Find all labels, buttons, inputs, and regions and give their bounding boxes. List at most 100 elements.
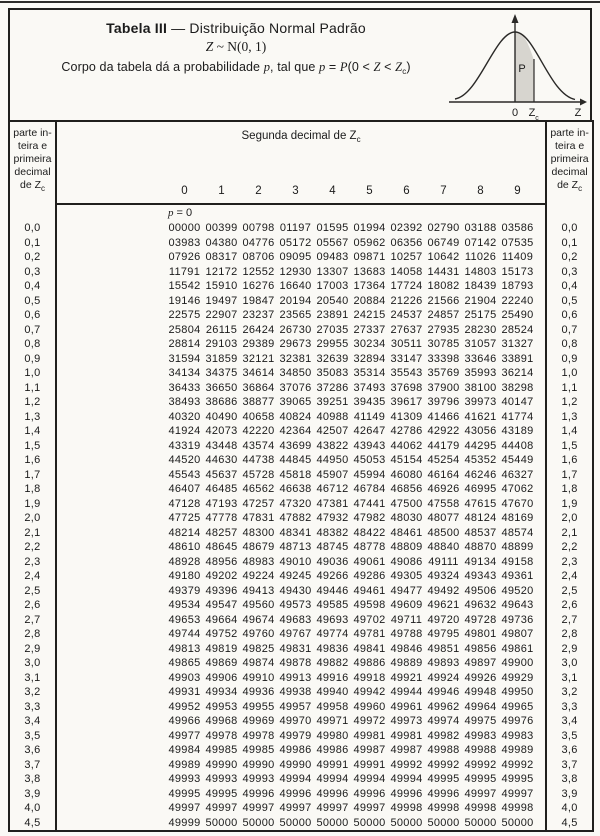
value-cell: 49934 (205, 686, 238, 698)
value-cell: 47882 (279, 512, 312, 524)
value-cell: 49996 (316, 787, 349, 800)
value-cell: 49990 (242, 758, 275, 771)
text-part: c (578, 184, 583, 193)
row-label-left: 2,6 (9, 598, 57, 613)
value-cell: 47128 (168, 497, 201, 510)
value-cell: 47257 (242, 497, 275, 510)
row-label-left: 3,7 (9, 757, 57, 772)
value-cell: 47381 (316, 497, 349, 510)
table-body: p = 0 0,0 00000 00399 00798 01197 01595 01994 0… (9, 204, 594, 832)
col-header: 0 (166, 179, 203, 205)
row-label-right: 0,3 (545, 264, 594, 279)
value-cell: 49997 (205, 802, 238, 814)
value-cell: 36214 (501, 367, 534, 379)
value-cell: 49086 (390, 555, 423, 568)
value-cell: 47062 (501, 483, 534, 495)
table-row: 3,1 49903 49906 49910 49913 49916 49918 49921 49… (9, 670, 594, 685)
value-cell: 00000 (168, 222, 201, 234)
value-cell: 29389 (242, 338, 275, 350)
value-cell: 32639 (316, 352, 349, 365)
spacer-cell (56, 656, 166, 671)
value-cell: 49632 (464, 599, 497, 611)
value-cell: 49931 (168, 686, 201, 698)
value-cell: 46995 (464, 483, 497, 495)
value-cell: 49836 (316, 642, 349, 655)
row-label-left: 4,5 (9, 815, 57, 831)
value-cell: 02392 (390, 222, 423, 234)
value-cell: 46856 (390, 483, 423, 495)
value-cell: 08706 (242, 251, 275, 263)
table-row: 2,8 49744 49752 49760 49767 49774 49781 49788 49… (9, 627, 594, 642)
value-cell: 50000 (353, 816, 386, 829)
value-cell: 50000 (279, 816, 312, 829)
value-cell: 49991 (353, 758, 386, 771)
row-label-right: 4,5 (545, 815, 594, 831)
spacer-cell (56, 323, 166, 338)
table-row: 3,4 49966 49968 49969 49970 49971 49972 49973 49… (9, 714, 594, 729)
spacer-cell (56, 204, 166, 221)
text-part: decimal (14, 166, 51, 178)
value-cell: 44738 (242, 454, 275, 466)
table-row: 0,0 00000 00399 00798 01197 01595 01994 02392 02… (9, 221, 594, 236)
spacer-cell (56, 439, 166, 454)
row-label-left: 1,8 (9, 482, 57, 497)
value-cell: 49946 (427, 686, 460, 698)
value-cell: 49874 (242, 657, 275, 669)
value-cell: 04776 (242, 236, 275, 249)
row-label-right: 2,0 (545, 511, 594, 526)
value-cell: 03188 (464, 222, 497, 234)
value-cell: 30511 (390, 338, 423, 350)
value-cell: 19847 (242, 294, 275, 307)
col-header: 8 (462, 179, 499, 205)
value-cell: 00399 (205, 222, 238, 234)
text-part: c (41, 184, 45, 193)
span-header-row: parte in-teira e primeira decimal de Zc Seg… (9, 121, 594, 204)
value-cell: 49897 (464, 657, 497, 669)
value-cell: 11791 (168, 265, 201, 278)
text-part: teira e (17, 140, 48, 152)
value-cell: 49430 (279, 584, 312, 597)
text-part: c (356, 135, 361, 144)
spacer-cell (56, 294, 166, 309)
value-cell: 44520 (168, 454, 201, 466)
value-cell: 16276 (242, 280, 275, 292)
right-pad-cell (536, 700, 546, 715)
row-label-left: 1,9 (9, 496, 57, 511)
row-label-right: 1,8 (545, 482, 594, 497)
value-cell: 49975 (464, 715, 497, 727)
value-cell: 42922 (427, 425, 460, 437)
right-pad-cell (536, 714, 546, 729)
row-label-right: 2,2 (545, 540, 594, 555)
value-cell: 32894 (353, 352, 386, 365)
value-cell: 39065 (279, 396, 312, 408)
value-cell: 10257 (390, 251, 423, 263)
row-label-right: 0,0 (545, 221, 594, 236)
value-cell: 49997 (353, 802, 386, 814)
row-label-left: 2,3 (9, 554, 57, 569)
row-label-left: 2,4 (9, 569, 57, 584)
value-cell: 47615 (464, 497, 497, 510)
value-cell: 40988 (316, 410, 349, 423)
value-cell: 48928 (168, 555, 201, 568)
value-cell: 39251 (316, 396, 349, 408)
value-cell: 45154 (390, 454, 423, 466)
row-label-right: 1,4 (545, 424, 594, 439)
value-cell: 26730 (279, 323, 312, 336)
zc-label-sub: c (535, 115, 539, 122)
right-pad-cell (536, 816, 546, 832)
value-cell: 49952 (168, 700, 201, 713)
value-cell: 49989 (501, 744, 534, 756)
value-cell: 48778 (353, 541, 386, 553)
right-pad-cell (536, 584, 546, 599)
value-cell: 49995 (205, 787, 238, 800)
value-cell: 49807 (501, 628, 534, 640)
table-row: 1,5 43319 43448 43574 43699 43822 43943 44062 44… (9, 438, 594, 454)
spacer-cell (56, 816, 166, 832)
value-cell: 27935 (427, 323, 460, 336)
value-cell: 49940 (316, 686, 349, 698)
value-cell: 46784 (353, 483, 386, 495)
value-cell: 39796 (427, 396, 460, 408)
table-header: parte in-teira e primeira decimal de Zc Seg… (9, 121, 594, 205)
value-cell: 49990 (205, 758, 238, 771)
row-label-right: 2,9 (545, 641, 594, 656)
